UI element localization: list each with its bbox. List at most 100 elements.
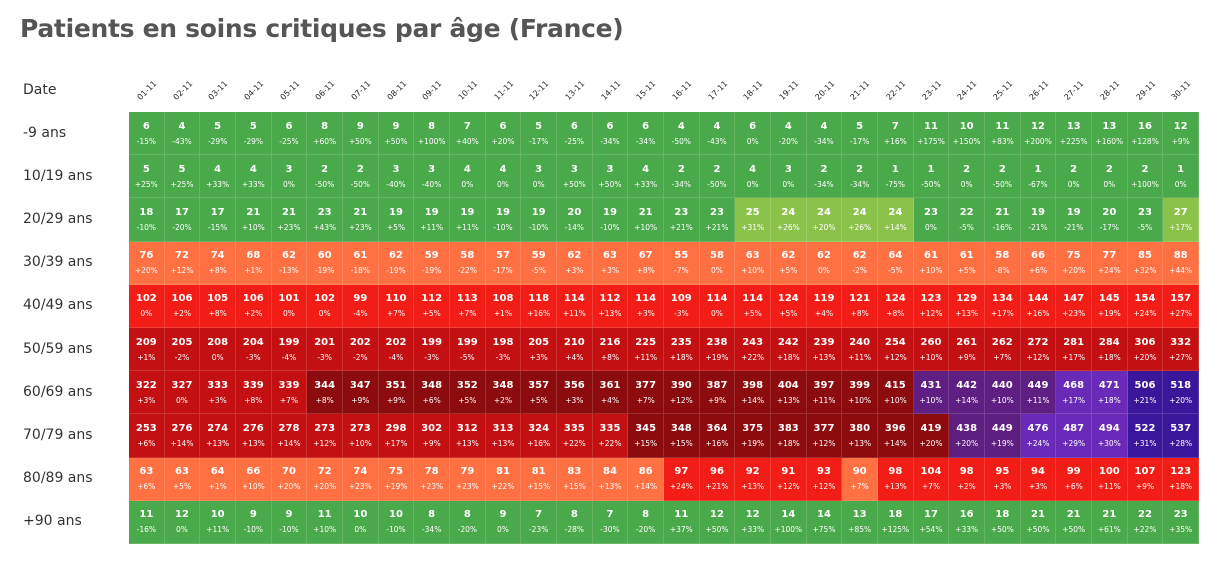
column-label: 24-11 <box>955 79 979 102</box>
cell-value: 10 <box>389 509 403 521</box>
cell-value: 59 <box>531 250 546 262</box>
cell-value: 13 <box>1102 120 1117 132</box>
cell-change: -4% <box>388 352 404 362</box>
cell-value: 16 <box>1138 120 1152 132</box>
cell-value: 3 <box>285 163 293 175</box>
heatmap-cell: 7 +16% <box>878 112 914 156</box>
heatmap-cell: 95 +3% <box>985 457 1021 501</box>
heatmap-cell: 70 +20% <box>271 457 308 501</box>
cell-change: -25% <box>564 136 585 146</box>
heatmap-cell: 351 +9% <box>378 371 415 415</box>
cell-change: 0% <box>176 395 188 405</box>
heatmap-cell: 67 +8% <box>628 241 664 285</box>
cell-change: +18% <box>1097 352 1121 362</box>
cell-value: 312 <box>456 422 478 434</box>
cell-change: +6% <box>137 482 156 492</box>
cell-value: 92 <box>745 466 760 478</box>
cell-change: +2% <box>244 309 263 319</box>
cell-value: 327 <box>171 379 193 391</box>
cell-change: +83% <box>990 136 1014 146</box>
heatmap-cell: 324 +16% <box>521 414 557 458</box>
cell-change: +6% <box>1028 266 1048 276</box>
cell-value: 21 <box>1031 509 1045 521</box>
cell-value: 19 <box>389 206 403 218</box>
heatmap-cell: 76 +20% <box>129 241 165 285</box>
row-label: 50/59 ans <box>23 340 93 357</box>
heatmap-cell: 19 +5% <box>378 198 415 242</box>
cell-change: -43% <box>172 136 192 146</box>
heatmap-cell: 281 +17% <box>1056 328 1092 372</box>
cell-change: +13% <box>848 438 872 448</box>
cell-change: -20% <box>778 136 799 146</box>
heatmap-cell: 62 -19% <box>378 241 415 285</box>
cell-value: 9 <box>249 509 257 521</box>
cell-value: 145 <box>1098 293 1120 305</box>
cell-change: +7% <box>921 482 941 492</box>
heatmap-cell: 273 +12% <box>307 414 343 458</box>
column-label: 01-11 <box>135 79 159 102</box>
heatmap-cell: 21 +50% <box>1020 500 1057 544</box>
cell-value: 21 <box>282 206 296 218</box>
cell-value: 357 <box>528 379 550 391</box>
heatmap-cell: 1 -67% <box>1020 155 1057 199</box>
cell-change: +13% <box>812 352 836 362</box>
column-label: 02-11 <box>171 79 194 102</box>
cell-change: +19% <box>705 352 729 362</box>
cell-change: +6% <box>1064 482 1083 492</box>
heatmap-cell: 114 +11% <box>557 284 593 328</box>
heatmap-cell: 94 +3% <box>1020 457 1057 501</box>
cell-change: +26% <box>848 222 872 232</box>
cell-change: +11% <box>634 352 658 362</box>
cell-change: +3% <box>137 395 156 405</box>
cell-value: 22 <box>959 206 974 218</box>
heatmap-cell: 63 +3% <box>592 241 629 285</box>
cell-change: -2% <box>353 352 368 362</box>
cell-value: 134 <box>991 293 1013 305</box>
cell-change: +50% <box>990 525 1014 535</box>
column-label: 10-11 <box>456 79 480 102</box>
heatmap-cell: 242 +18% <box>771 328 807 372</box>
cell-change: +5% <box>779 309 798 319</box>
heatmap-cell: 124 +8% <box>878 284 914 328</box>
cell-value: 18 <box>995 509 1010 521</box>
cell-change: 0% <box>818 266 830 276</box>
heatmap-cell: 5 -17% <box>521 112 557 156</box>
heatmap-cell: 8 -20% <box>450 500 486 544</box>
row-label: 70/79 ans <box>23 427 93 443</box>
cell-change: +20% <box>919 438 943 448</box>
cell-change: +8% <box>208 266 227 276</box>
cell-value: 449 <box>1027 379 1049 391</box>
heatmap-cell: 17 -20% <box>164 198 201 242</box>
heatmap-cell: 5 -29% <box>200 112 236 156</box>
cell-value: 339 <box>278 379 300 391</box>
cell-change: -34% <box>849 179 870 189</box>
cell-value: 9 <box>499 509 507 521</box>
heatmap-cell: 254 +12% <box>878 328 914 372</box>
cell-change: +11% <box>206 525 230 535</box>
cell-value: 10 <box>210 509 225 521</box>
cell-change: -29% <box>207 136 228 146</box>
heatmap-cell: 487 +29% <box>1056 414 1092 458</box>
cell-value: 19 <box>1031 206 1045 218</box>
heatmap-cell: 396 +14% <box>878 414 914 458</box>
heatmap-cell: 225 +11% <box>628 328 664 372</box>
cell-value: 7 <box>606 509 614 521</box>
cell-value: 27 <box>1173 206 1188 218</box>
cell-value: 5 <box>178 163 186 175</box>
cell-change: 0% <box>211 352 224 362</box>
cell-value: 85 <box>1138 250 1152 262</box>
cell-value: 105 <box>207 293 229 305</box>
cell-value: 522 <box>1134 422 1156 434</box>
column-label: 17-11 <box>706 79 729 102</box>
cell-value: 88 <box>1173 250 1188 262</box>
heatmap-cell: 208 0% <box>200 328 236 372</box>
cell-value: 356 <box>563 379 585 391</box>
cell-change: -20% <box>172 222 192 232</box>
heatmap-cell: 2 -34% <box>842 155 878 199</box>
heatmap-cell: 344 +8% <box>307 371 343 415</box>
heatmap-cell: 335 +22% <box>557 414 593 458</box>
cell-value: 24 <box>852 206 867 218</box>
heatmap-cell: 21 +50% <box>1056 500 1092 544</box>
heatmap-cell: 106 +2% <box>164 284 201 328</box>
cell-change: +9% <box>707 395 727 405</box>
